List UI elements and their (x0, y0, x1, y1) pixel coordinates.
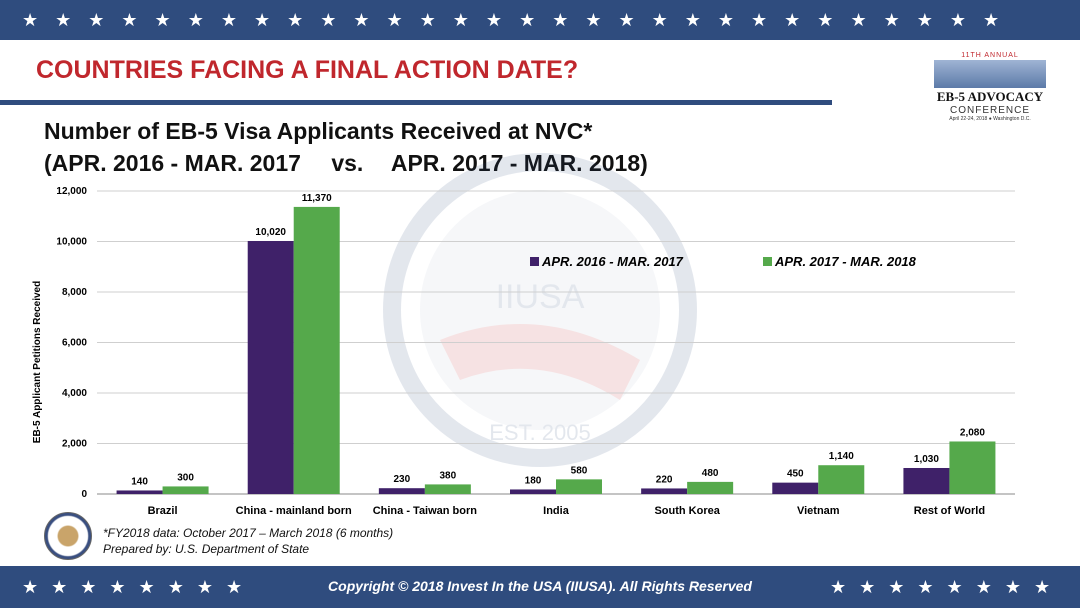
legend-label-series1: APR. 2016 - MAR. 2017 (541, 254, 684, 269)
watermark-text: EST. 2005 (489, 420, 591, 445)
logo-text: April 22-24, 2018 ● Washington D.C. (949, 116, 1031, 122)
bar-2016-2017 (247, 240, 294, 494)
data-label: 180 (525, 475, 542, 486)
footnote: *FY2018 data: October 2017 – March 2018 … (103, 526, 394, 540)
bar-2016-2017 (772, 482, 819, 494)
data-label: 11,370 (302, 193, 332, 204)
data-label: 1,140 (829, 451, 854, 462)
skyline-icon (934, 60, 1046, 88)
copyright: Copyright © 2018 Invest In the USA (IIUS… (328, 578, 752, 594)
bar-2017-2018 (424, 484, 471, 494)
chart-subtitle: (APR. 2016 - MAR. 2017 vs. APR. 2017 - M… (44, 150, 648, 177)
data-label: 1,030 (914, 454, 939, 465)
bar-2017-2018 (818, 465, 865, 494)
data-label: 10,020 (255, 227, 286, 238)
bar-2017-2018 (949, 441, 996, 494)
data-label: 580 (571, 465, 588, 476)
logo-text: EB-5 ADVOCACY (936, 89, 1044, 104)
data-label: 300 (177, 472, 194, 483)
logo-text: CONFERENCE (949, 105, 1030, 116)
x-tick-label: India (543, 505, 570, 517)
bar-2017-2018 (687, 481, 734, 494)
data-label: 230 (394, 474, 411, 485)
period-b: APR. 2017 - MAR. 2018) (390, 150, 648, 176)
legend-swatch-series2 (763, 257, 772, 266)
header-band: ★ ★ ★ ★ ★ ★ ★ ★ ★ ★ ★ ★ ★ ★ ★ ★ ★ ★ ★ ★ … (0, 0, 1080, 40)
bar-2016-2017 (641, 488, 688, 494)
state-department-seal (44, 512, 92, 560)
watermark-text: IIUSA (496, 278, 585, 316)
source-note: Prepared by: U.S. Department of State (103, 542, 310, 556)
footer-band: ★ ★ ★ ★ ★ ★ ★ ★ Copyright © 2018 Invest … (0, 566, 1080, 608)
y-tick-label: 2,000 (62, 439, 87, 450)
y-tick-label: 0 (81, 489, 87, 500)
x-tick-label: China - mainland born (236, 505, 352, 517)
x-tick-label: Vietnam (797, 505, 840, 517)
y-tick-label: 4,000 (62, 388, 87, 399)
x-tick-label: China - Taiwan born (373, 505, 478, 517)
data-label: 220 (656, 474, 673, 485)
stars-decoration: ★ ★ ★ ★ ★ ★ ★ ★ (830, 577, 1055, 597)
y-tick-label: 10,000 (56, 237, 87, 248)
data-label: 480 (702, 468, 719, 479)
data-label: 380 (440, 470, 457, 481)
versus: vs. (331, 150, 364, 176)
conference-logo: 11TH ANNUAL EB-5 ADVOCACY CONFERENCE Apr… (928, 52, 1052, 134)
x-tick-label: Rest of World (914, 505, 985, 517)
legend-label-series2: APR. 2017 - MAR. 2018 (774, 254, 917, 269)
bar-2016-2017 (903, 467, 950, 494)
bar-2017-2018 (162, 486, 209, 494)
x-tick-label: Brazil (148, 505, 178, 517)
data-label: 2,080 (960, 427, 985, 438)
bar-2016-2017 (116, 490, 163, 494)
stars-decoration: ★ ★ ★ ★ ★ ★ ★ ★ ★ ★ ★ ★ ★ ★ ★ ★ ★ ★ ★ ★ … (22, 10, 1006, 30)
title-divider (0, 100, 832, 105)
y-tick-label: 8,000 (62, 287, 87, 298)
chart-title: Number of EB-5 Visa Applicants Received … (44, 118, 593, 144)
bar-2016-2017 (378, 488, 425, 494)
slide-title: COUNTRIES FACING A FINAL ACTION DATE? (36, 56, 579, 84)
bar-2017-2018 (293, 206, 340, 494)
period-a: (APR. 2016 - MAR. 2017 (44, 150, 301, 176)
data-label: 450 (787, 469, 804, 480)
bar-2016-2017 (510, 489, 556, 494)
data-label: 140 (131, 476, 148, 487)
y-tick-label: 6,000 (62, 338, 87, 349)
y-axis-label: EB-5 Applicant Petitions Received (32, 281, 43, 443)
logo-text: 11TH ANNUAL (961, 52, 1019, 59)
legend-swatch-series1 (530, 257, 539, 266)
y-tick-label: 12,000 (56, 186, 87, 197)
stars-decoration: ★ ★ ★ ★ ★ ★ ★ ★ (22, 577, 247, 597)
legend: APR. 2016 - MAR. 2017 APR. 2017 - MAR. 2… (530, 254, 917, 269)
x-tick-label: South Korea (654, 505, 720, 517)
bar-2017-2018 (556, 479, 602, 494)
watermark: IIUSA EST. 2005 (383, 153, 697, 467)
